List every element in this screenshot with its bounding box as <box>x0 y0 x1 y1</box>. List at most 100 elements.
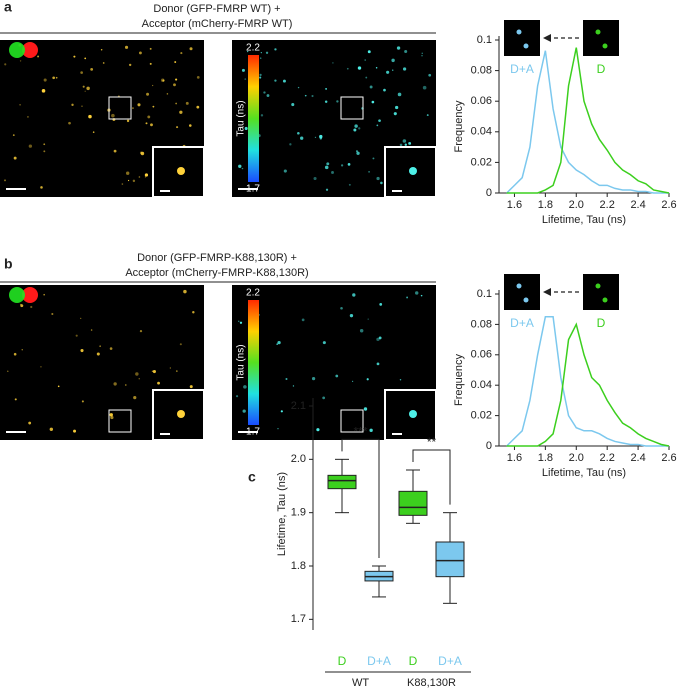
x-tick-label: 2.4 <box>630 199 645 211</box>
puncta <box>126 119 130 123</box>
puncta <box>128 63 132 67</box>
puncta <box>242 409 246 413</box>
channel-icon <box>9 42 25 58</box>
y-axis-label: Frequency <box>453 100 465 152</box>
y-tick-label: 0.02 <box>471 410 492 422</box>
puncta <box>404 143 407 146</box>
legend-puncta <box>516 283 522 289</box>
puncta <box>415 291 419 295</box>
puncta <box>383 88 386 92</box>
puncta <box>314 136 317 139</box>
puncta <box>174 61 177 64</box>
legend-image <box>583 274 619 310</box>
puncta <box>340 164 344 167</box>
panel-title: Donor (GFP-FMRP-K88,130R) + <box>137 252 297 264</box>
x-tick-label: 2.2 <box>600 199 615 211</box>
puncta <box>99 345 101 347</box>
puncta <box>183 289 187 294</box>
x-axis-label: Lifetime, Tau (ns) <box>542 214 626 226</box>
puncta <box>239 321 243 324</box>
puncta <box>365 76 368 79</box>
x-tick-label: 2.6 <box>661 452 676 464</box>
puncta <box>282 79 286 83</box>
puncta <box>244 78 247 80</box>
x-tick-label: 1.8 <box>538 452 553 464</box>
puncta <box>368 171 370 173</box>
series-line <box>506 47 670 194</box>
puncta <box>146 92 150 96</box>
y-tick-label: 0.06 <box>471 95 492 107</box>
puncta <box>259 76 262 79</box>
puncta <box>82 85 85 88</box>
y-tick-label: 2.0 <box>291 453 306 465</box>
puncta <box>189 385 193 389</box>
puncta <box>30 305 33 309</box>
puncta <box>4 179 6 182</box>
legend-puncta <box>602 43 608 49</box>
y-tick-label: 0.08 <box>471 65 492 77</box>
puncta <box>325 88 327 90</box>
puncta <box>289 143 292 146</box>
y-tick-label: 1.8 <box>291 560 306 572</box>
x-tick-label: D <box>409 654 418 668</box>
puncta <box>175 102 178 105</box>
roi-box <box>340 409 364 433</box>
puncta <box>395 105 399 110</box>
puncta <box>428 73 432 77</box>
puncta <box>152 84 154 87</box>
puncta <box>71 103 74 107</box>
puncta <box>336 100 339 103</box>
puncta <box>283 169 287 173</box>
puncta <box>7 370 9 372</box>
channel-icon <box>22 287 38 303</box>
puncta <box>14 398 17 401</box>
puncta <box>244 126 248 130</box>
puncta <box>37 55 40 58</box>
puncta <box>157 381 160 385</box>
colorbar-tick-label: 1.7 <box>246 184 260 195</box>
puncta <box>366 378 369 381</box>
puncta <box>176 126 179 129</box>
puncta <box>152 105 155 108</box>
y-axis-label: Lifetime, Tau (ns) <box>276 472 288 556</box>
puncta <box>348 183 351 186</box>
puncta <box>81 105 83 107</box>
puncta <box>380 181 383 185</box>
puncta <box>274 79 277 82</box>
puncta <box>402 139 407 143</box>
puncta <box>259 73 262 76</box>
significance-bracket <box>341 438 380 558</box>
colorbar-tick-label: 1.7 <box>246 427 260 438</box>
puncta <box>292 385 295 387</box>
legend-label: D+A <box>510 316 534 330</box>
puncta <box>135 372 139 376</box>
puncta <box>406 296 409 299</box>
x-tick-label: D+A <box>438 654 462 668</box>
puncta <box>297 86 300 89</box>
puncta <box>73 429 77 433</box>
puncta <box>152 369 156 374</box>
puncta <box>376 176 380 181</box>
y-axis-label: Frequency <box>453 354 465 406</box>
puncta <box>110 415 114 420</box>
panel-title: Acceptor (mCherry-FMRP WT) <box>142 18 293 30</box>
puncta <box>277 427 279 430</box>
puncta <box>75 334 78 337</box>
puncta <box>185 101 189 105</box>
x-tick-label: D <box>338 654 347 668</box>
puncta <box>353 128 357 132</box>
puncta <box>346 67 349 70</box>
puncta <box>367 50 371 54</box>
puncta <box>285 377 288 380</box>
puncta <box>301 318 305 322</box>
y-tick-label: 0.04 <box>471 126 492 138</box>
y-tick-label: 0.06 <box>471 349 492 361</box>
puncta <box>331 171 334 174</box>
x-tick-label: 2.0 <box>569 199 584 211</box>
puncta <box>43 150 46 153</box>
puncta <box>139 329 143 333</box>
puncta <box>266 94 270 97</box>
puncta <box>300 136 304 140</box>
legend-puncta <box>523 297 529 303</box>
puncta <box>113 382 117 386</box>
